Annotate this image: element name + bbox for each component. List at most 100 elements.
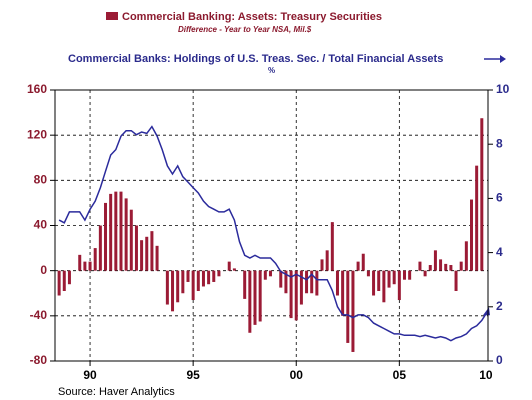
x-tick-label: 05 [393,368,407,382]
legend-label: Commercial Banks: Holdings of U.S. Treas… [68,53,443,65]
bar [67,270,71,285]
bar [428,265,432,271]
bar [98,225,102,271]
bar [263,270,267,280]
bar [356,261,360,271]
bar [475,165,479,271]
y2-tick-label: 10 [496,82,510,96]
bar [145,236,149,271]
x-tick-label: 95 [186,368,200,382]
bar [93,248,97,271]
bar [454,270,458,291]
x-tick-label: 90 [83,368,97,382]
bar [201,270,205,287]
bar [372,270,376,296]
bar [341,270,345,316]
bar [248,270,252,333]
legend-units: Difference - Year to Year NSA, Mil.$ [178,25,312,34]
bar [289,270,293,319]
bar [171,270,175,312]
y-tick-label: 40 [34,218,48,232]
y-tick-label: -40 [30,308,48,322]
legend-label: Commercial Banking: Assets: Treasury Sec… [122,11,382,23]
bar [330,222,334,271]
y-tick-label: -80 [30,353,48,367]
bar [346,270,350,343]
bar [392,270,396,285]
bar [212,270,216,282]
bar [351,270,355,352]
bar [196,270,200,291]
bar [57,270,61,296]
bar [402,270,406,280]
y2-tick-label: 4 [496,245,503,259]
bar [335,270,339,296]
bar [114,191,118,271]
plot-frame [54,89,489,362]
bar [418,261,422,271]
bar [423,270,427,277]
bar [294,270,298,321]
bar [227,261,231,271]
bar [464,241,468,271]
legend-arrow [500,55,506,63]
bar [243,270,247,299]
bar [232,268,236,271]
bar [433,250,437,271]
bar [155,245,159,271]
bar [439,259,443,271]
bar [253,270,257,325]
bar [119,191,123,271]
bar [165,270,169,305]
y2-tick-label: 0 [496,353,503,367]
y-tick-label: 80 [34,173,48,187]
bar [258,270,262,322]
bar [134,225,138,271]
bar [397,270,401,301]
bar [191,270,195,301]
bar [217,270,221,277]
bar [83,261,87,271]
bar [284,270,288,294]
line-arrow [482,307,490,316]
bar [377,270,381,291]
bar [480,118,484,271]
bar [315,270,319,296]
bar [449,265,453,271]
bar [268,270,272,277]
bar [88,261,92,271]
bar [129,209,133,271]
bar [320,259,324,271]
y2-tick-label: 8 [496,136,503,150]
bar [305,270,309,294]
bar [181,270,185,294]
bar [140,240,144,271]
bar [279,270,283,288]
y-tick-label: 0 [40,263,47,277]
bar [104,202,108,271]
y2-tick-label: 6 [496,191,503,205]
bar [62,270,66,291]
legend-units: % [268,66,275,75]
bar [387,270,391,288]
bar [382,270,386,303]
line [58,125,488,342]
bar [310,270,314,294]
bar [408,270,412,280]
bar [176,270,180,303]
bar [299,270,303,305]
x-tick-label: 10 [479,368,493,382]
bar [325,250,329,271]
bar [124,198,128,271]
bar [366,270,370,277]
y-tick-label: 120 [27,127,47,141]
bar [109,193,113,271]
bar [361,253,365,271]
bar [444,263,448,271]
x-tick-label: 00 [290,368,304,382]
bar [150,231,154,271]
legend-swatch-bar [106,12,118,20]
bar [459,261,463,271]
bar [186,270,190,282]
